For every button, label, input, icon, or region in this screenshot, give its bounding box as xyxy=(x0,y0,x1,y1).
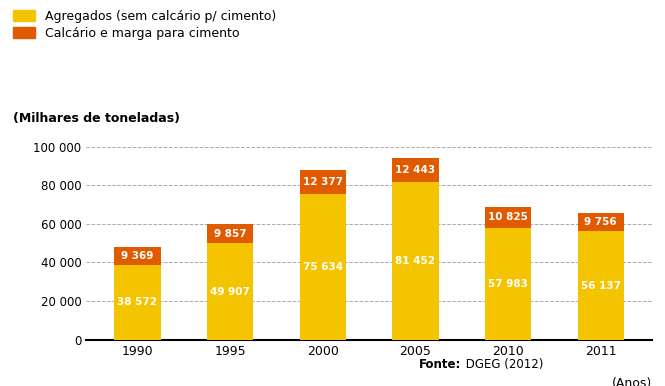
Bar xyxy=(578,213,624,231)
Bar xyxy=(114,247,160,265)
Text: 57 983: 57 983 xyxy=(488,279,528,289)
Text: 38 572: 38 572 xyxy=(118,298,158,308)
Text: 9 857: 9 857 xyxy=(213,229,247,239)
Text: 75 634: 75 634 xyxy=(303,262,342,272)
Text: 12 377: 12 377 xyxy=(303,177,342,187)
Bar xyxy=(485,207,531,228)
Text: (Anos): (Anos) xyxy=(611,377,652,386)
Text: 10 825: 10 825 xyxy=(488,212,528,222)
Legend: Agregados (sem calcário p/ cimento), Calcário e marga para cimento: Agregados (sem calcário p/ cimento), Cal… xyxy=(13,10,277,40)
Bar xyxy=(392,183,439,340)
Text: 49 907: 49 907 xyxy=(210,286,250,296)
Bar xyxy=(207,243,253,340)
Text: Fonte:: Fonte: xyxy=(419,357,462,371)
Text: (Milhares de toneladas): (Milhares de toneladas) xyxy=(13,112,180,125)
Text: 12 443: 12 443 xyxy=(396,166,436,176)
Bar xyxy=(392,159,439,183)
Text: 81 452: 81 452 xyxy=(396,256,436,266)
Text: 9 369: 9 369 xyxy=(121,251,154,261)
Bar xyxy=(485,228,531,340)
Bar xyxy=(299,170,346,194)
Text: 9 756: 9 756 xyxy=(585,217,617,227)
Bar xyxy=(578,231,624,340)
Bar xyxy=(207,224,253,243)
Bar xyxy=(299,194,346,340)
Bar xyxy=(114,265,160,340)
Text: 56 137: 56 137 xyxy=(581,281,620,291)
Text: DGEG (2012): DGEG (2012) xyxy=(462,357,543,371)
